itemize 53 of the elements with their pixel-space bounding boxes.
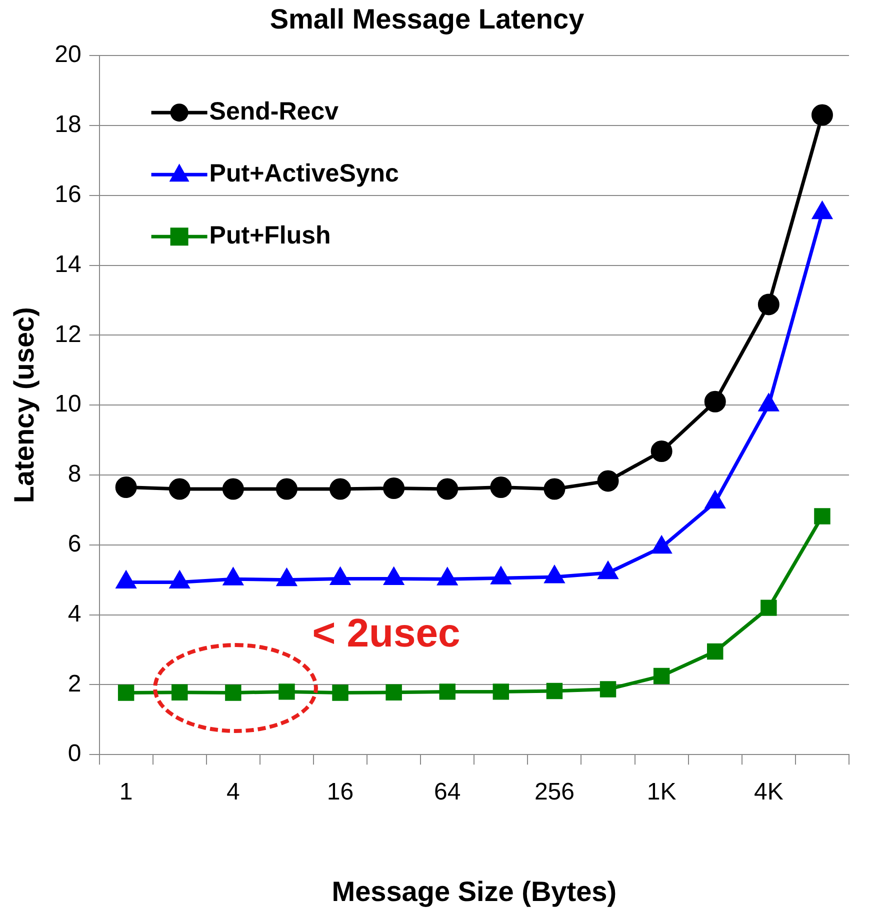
y-tick-label: 10: [54, 390, 82, 418]
point: [330, 478, 352, 500]
y-axis-title: Latency (usec): [8, 307, 40, 504]
y-tick-label: 18: [54, 111, 82, 138]
point: [276, 478, 298, 500]
point: [168, 478, 190, 500]
point: [707, 643, 724, 660]
point: [115, 476, 137, 498]
point: [546, 682, 563, 700]
point: [811, 104, 833, 126]
point: [332, 684, 348, 701]
y-tick-label: 0: [68, 740, 82, 768]
x-axis-title: Message Size (Bytes): [332, 876, 617, 907]
point: [278, 684, 295, 700]
x-tick-label: 1K: [646, 778, 676, 806]
y-tick-label: 4: [68, 600, 82, 628]
point: [544, 478, 566, 500]
y-tick-label: 2: [68, 670, 82, 698]
point: [814, 508, 830, 524]
point: [650, 440, 672, 462]
y-tick-label: 20: [54, 41, 82, 68]
y-tick-label: 16: [54, 181, 82, 208]
point: [439, 684, 456, 700]
point: [758, 294, 780, 316]
point: [436, 478, 458, 500]
x-tick-label: 1: [119, 778, 133, 806]
x-tick-label: 16: [326, 778, 354, 806]
x-tick-label: 4: [226, 778, 240, 806]
y-tick-label: 14: [54, 250, 82, 278]
point: [383, 478, 405, 500]
legend-label: Put+ActiveSync: [209, 159, 400, 188]
point: [386, 684, 402, 701]
legend-label: Put+Flush: [209, 221, 331, 250]
point: [222, 478, 244, 500]
y-tick-label: 12: [54, 320, 82, 348]
point: [492, 684, 510, 700]
x-tick-label: 4K: [754, 778, 784, 806]
point: [760, 600, 777, 616]
y-tick-label: 6: [68, 530, 82, 558]
x-tick-label: 256: [534, 778, 574, 806]
chart-title: Small Message Latency: [270, 4, 585, 35]
annotation: < 2usec: [312, 612, 460, 656]
point: [118, 684, 134, 701]
x-tick-label: 64: [434, 778, 461, 806]
point: [600, 681, 616, 698]
point: [490, 476, 512, 498]
y-tick-label: 8: [68, 460, 82, 488]
point: [225, 684, 242, 701]
legend-label: Send-Recv: [209, 97, 339, 126]
point: [172, 684, 188, 701]
point: [704, 390, 726, 412]
point: [597, 470, 619, 492]
point: [653, 668, 670, 684]
